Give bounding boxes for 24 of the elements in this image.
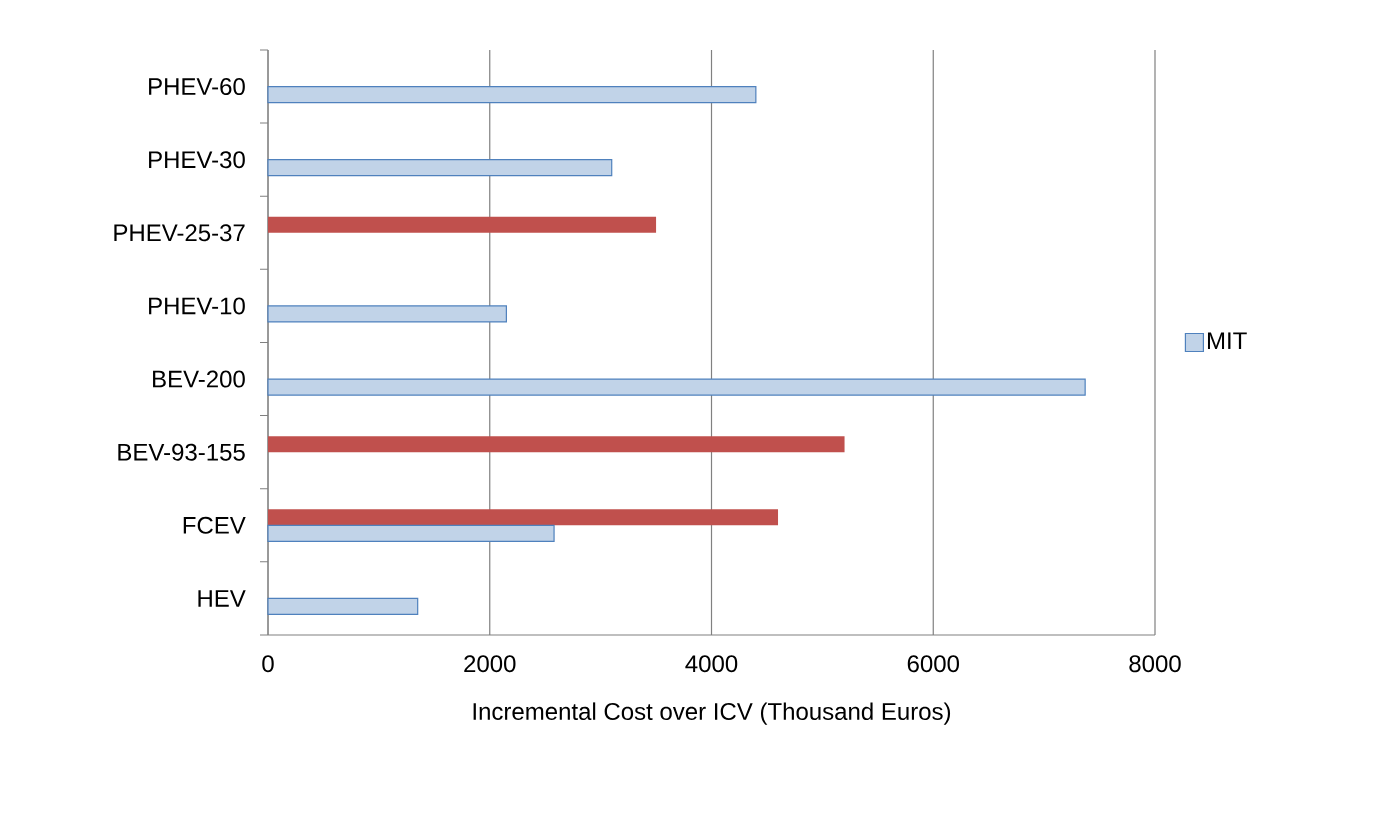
y-tick-label: PHEV-10 (149, 297, 245, 315)
bar (267, 378, 1086, 396)
bar (268, 436, 845, 453)
x-tick-label: 8000 (1129, 655, 1181, 673)
y-tick-label: BEV-200 (153, 370, 245, 388)
bar (267, 305, 507, 323)
x-tick-label: 4000 (685, 655, 738, 673)
x-tick-label: 0 (262, 655, 274, 673)
y-tick-label: FCEV (183, 516, 246, 534)
bar (267, 597, 419, 616)
y-tick-label: PHEV-60 (149, 78, 245, 96)
y-tick-label: HEV (198, 590, 246, 607)
bar (268, 216, 657, 233)
bar (267, 85, 757, 104)
legend-label: MIT (1207, 332, 1247, 349)
y-tick-label: PHEV-30 (149, 151, 245, 169)
bar (268, 509, 779, 526)
y-tick-label: BEV-93-155 (118, 443, 245, 461)
bar (267, 524, 555, 542)
y-tick-label: PHEV-25-37 (114, 224, 245, 242)
bar (267, 159, 613, 177)
x-tick-label: 6000 (907, 655, 959, 673)
x-tick-label: 2000 (464, 655, 516, 673)
x-axis-title: Incremental Cost over ICV (Thousand Euros) (473, 702, 951, 725)
